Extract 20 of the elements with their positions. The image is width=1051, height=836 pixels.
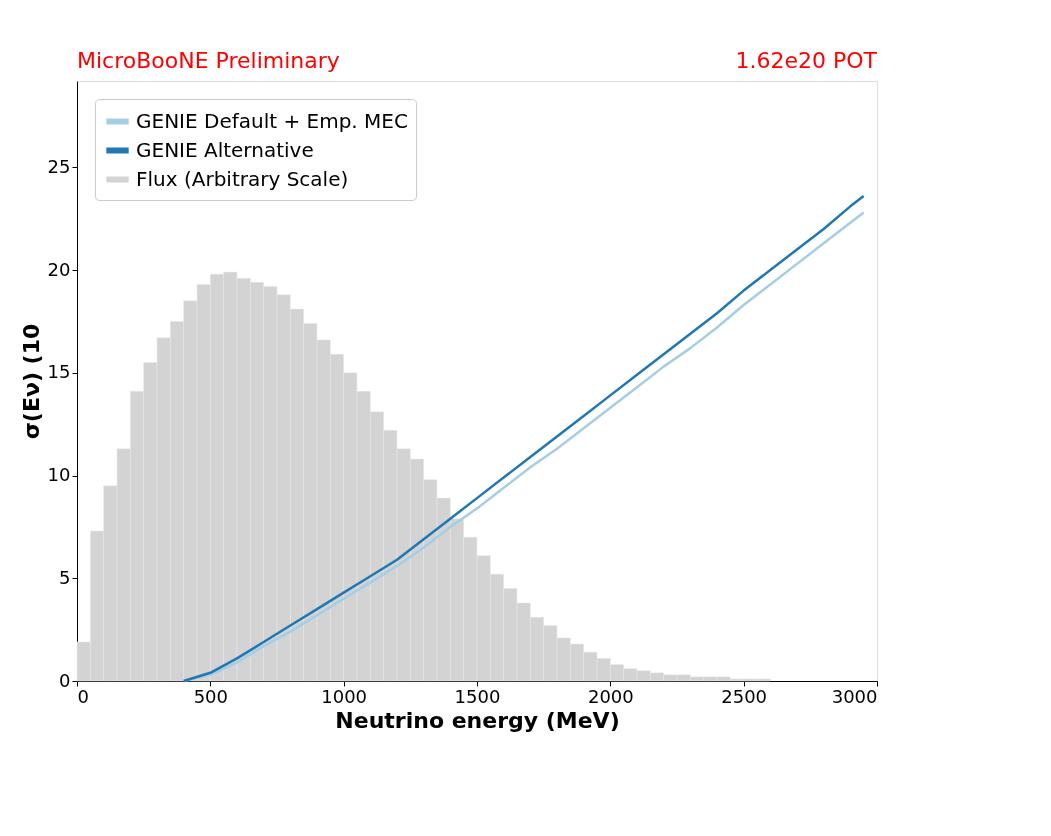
legend-label: GENIE Alternative	[136, 137, 314, 162]
y-tick-label: 10	[47, 464, 71, 486]
y-tick-label: 20	[47, 258, 71, 280]
x-tick-label: 0	[77, 685, 89, 707]
x-tick-label: 1000	[321, 685, 368, 707]
x-tick-label: 1500	[454, 685, 501, 707]
y-tick-label: 5	[59, 566, 71, 588]
x-tick-label: 3000	[831, 685, 878, 707]
x-tick-label: 500	[193, 685, 229, 707]
x-tick-label: 2500	[721, 685, 768, 707]
y-axis-title: σ(Eν) (10	[18, 323, 44, 440]
legend-label: Flux (Arbitrary Scale)	[136, 166, 349, 191]
text: 1.62e20 POT	[735, 48, 878, 73]
y-tick-label: 25	[47, 155, 71, 177]
text: MicroBooNE Preliminary	[77, 48, 340, 73]
x-tick-label: 2000	[587, 685, 634, 707]
y-tick-label: 15	[47, 361, 71, 383]
legend-label: GENIE Default + Emp. MEC	[136, 108, 408, 133]
x-axis-title: Neutrino energy (MeV)	[335, 707, 620, 733]
y-tick-label: 0	[59, 669, 71, 691]
